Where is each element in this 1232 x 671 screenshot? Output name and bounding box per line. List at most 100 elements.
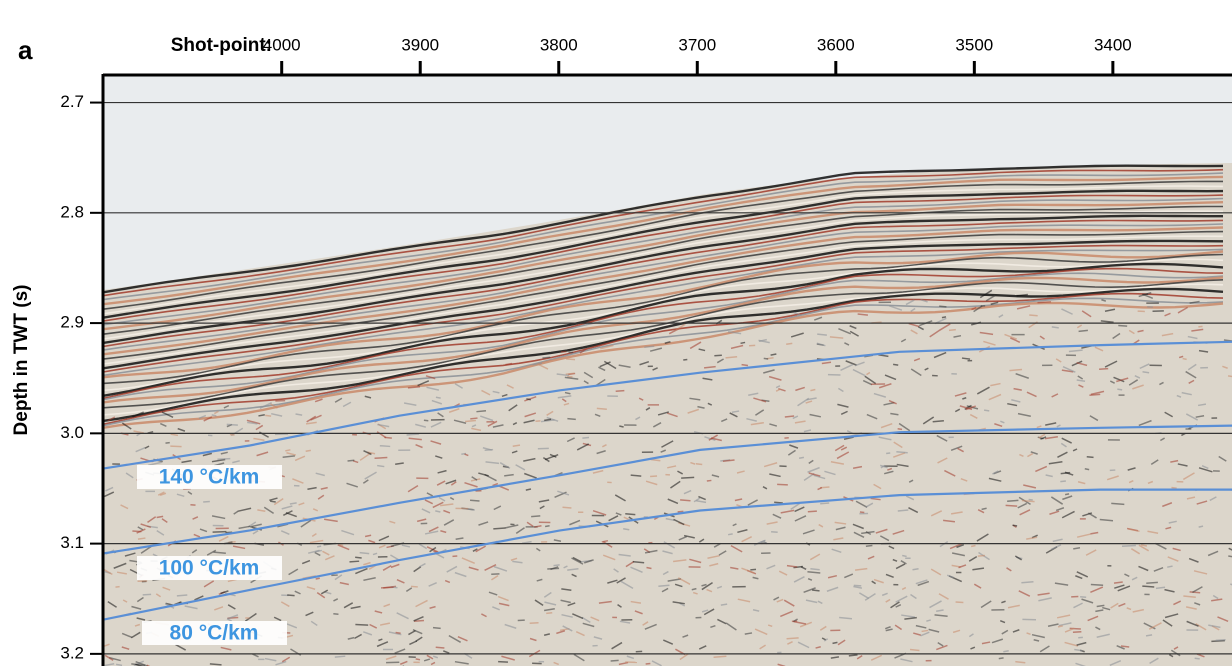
noise: [436, 397, 441, 398]
noise: [933, 421, 944, 422]
noise: [707, 480, 712, 481]
noise: [335, 656, 345, 657]
noise: [1061, 473, 1071, 474]
noise: [306, 450, 311, 451]
noise: [1099, 369, 1108, 370]
noise: [116, 664, 122, 665]
noise: [619, 426, 623, 427]
noise: [285, 450, 290, 451]
noise: [728, 534, 733, 535]
noise: [1146, 635, 1152, 636]
noise: [678, 511, 684, 512]
noise: [1146, 582, 1158, 583]
noise: [526, 399, 530, 400]
noise: [1118, 325, 1127, 326]
noise: [348, 460, 355, 461]
noise: [1058, 626, 1063, 627]
noise: [1021, 582, 1033, 583]
noise: [1216, 640, 1226, 641]
noise: [1111, 503, 1124, 504]
noise: [203, 501, 210, 502]
noise: [681, 477, 694, 478]
noise: [566, 359, 575, 360]
noise: [485, 450, 493, 451]
noise: [230, 435, 235, 436]
noise: [546, 613, 552, 614]
noise: [1073, 632, 1081, 633]
noise: [898, 429, 902, 430]
noise: [1060, 481, 1066, 482]
noise: [777, 484, 788, 485]
x-tick-label: 3500: [955, 35, 993, 54]
noise: [1171, 488, 1176, 489]
noise: [913, 569, 919, 570]
noise: [616, 391, 625, 392]
noise: [771, 354, 777, 355]
noise: [470, 500, 479, 501]
noise: [1142, 586, 1154, 587]
noise: [1029, 315, 1037, 316]
noise: [1087, 457, 1094, 458]
noise: [949, 330, 956, 331]
x-tick-label: 3600: [817, 35, 855, 54]
noise: [138, 538, 145, 539]
y-tick-label: 3.2: [60, 643, 84, 662]
noise: [1003, 651, 1008, 652]
noise: [526, 489, 531, 490]
noise: [902, 555, 906, 556]
noise: [375, 458, 388, 459]
noise: [849, 655, 858, 656]
noise: [817, 334, 827, 335]
noise: [582, 437, 589, 438]
noise: [1052, 327, 1059, 328]
noise: [377, 466, 384, 467]
noise: [470, 418, 477, 419]
noise: [786, 343, 792, 344]
noise: [1091, 585, 1103, 586]
noise: [265, 415, 271, 416]
noise: [646, 567, 651, 568]
noise: [355, 557, 362, 558]
x-axis-label: Shot-point:: [171, 35, 272, 56]
noise: [741, 342, 746, 343]
noise: [210, 664, 222, 665]
noise: [764, 358, 768, 359]
noise: [227, 424, 238, 425]
curve-label: 80 °C/km: [170, 622, 259, 645]
noise: [1122, 546, 1136, 547]
noise: [561, 351, 566, 352]
noise: [984, 410, 989, 411]
noise: [1117, 389, 1122, 390]
noise: [650, 476, 657, 477]
noise: [381, 587, 394, 588]
noise: [316, 578, 320, 579]
chart: a Shot-point: Depth in TWT (s) 2.72.82.9…: [0, 0, 1232, 666]
noise: [380, 446, 390, 447]
noise: [820, 503, 829, 504]
noise: [1199, 526, 1203, 527]
noise: [893, 364, 898, 365]
noise: [774, 502, 783, 503]
noise: [270, 501, 276, 502]
noise: [742, 365, 748, 366]
noise: [644, 346, 654, 347]
noise: [1007, 500, 1018, 501]
noise: [165, 443, 169, 444]
noise: [898, 510, 909, 511]
noise: [566, 373, 575, 374]
noise: [750, 569, 756, 570]
noise: [212, 415, 217, 416]
noise: [436, 647, 445, 648]
noise: [999, 658, 1004, 659]
noise: [1006, 505, 1018, 506]
noise: [545, 526, 549, 527]
curve-label: 100 °C/km: [159, 557, 260, 580]
noise: [350, 561, 360, 562]
noise: [567, 419, 575, 420]
noise: [896, 452, 907, 453]
noise: [714, 656, 727, 657]
noise: [787, 638, 799, 639]
noise: [407, 434, 420, 435]
noise: [563, 507, 572, 508]
noise: [866, 545, 873, 546]
